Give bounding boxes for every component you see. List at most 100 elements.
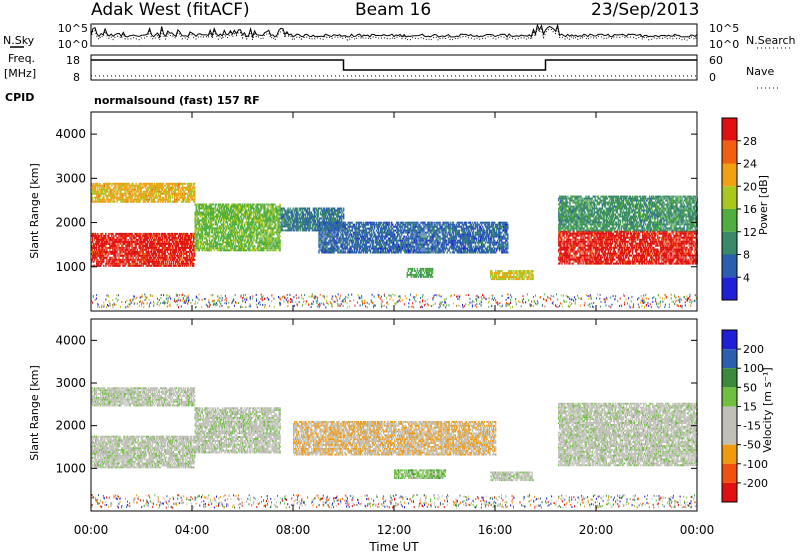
data-cell: [169, 237, 170, 239]
data-cell: [209, 231, 210, 233]
data-cell: [99, 197, 100, 199]
data-cell: [145, 241, 146, 243]
data-cell: [105, 233, 106, 235]
data-cell: [181, 251, 182, 253]
data-cell: [115, 249, 116, 251]
data-cell: [220, 229, 221, 231]
data-cell: [126, 185, 127, 187]
data-cell: [99, 247, 100, 249]
data-cell: [158, 193, 159, 195]
data-cell: [147, 197, 148, 199]
data-cell: [117, 237, 118, 239]
data-cell: [242, 225, 243, 227]
data-cell: [165, 201, 166, 203]
data-cell: [115, 185, 116, 187]
data-cell: [103, 259, 104, 261]
data-cell: [125, 193, 126, 195]
data-cell: [209, 233, 210, 235]
data-cell: [117, 255, 118, 257]
data-cell: [159, 189, 160, 191]
data-cell: [259, 227, 260, 229]
data-cell: [178, 243, 179, 245]
data-cell: [190, 249, 191, 251]
data-cell: [218, 214, 219, 216]
data-cell: [101, 263, 102, 265]
data-cell: [235, 235, 236, 237]
data-cell: [241, 216, 242, 218]
data-cell: [174, 255, 175, 257]
data-cell: [252, 206, 253, 208]
data-cell: [176, 251, 177, 253]
data-cell: [259, 231, 260, 233]
freq-label-2: [MHz]: [4, 67, 36, 80]
data-cell: [207, 241, 208, 243]
data-cell: [124, 243, 125, 245]
data-cell: [184, 191, 185, 193]
data-cell: [132, 183, 133, 185]
data-cell: [190, 239, 191, 241]
data-cell: [155, 251, 156, 253]
data-cell: [109, 187, 110, 189]
data-cell: [114, 195, 115, 197]
data-cell: [260, 233, 261, 235]
data-cell: [131, 255, 132, 257]
data-cell: [251, 214, 252, 216]
data-cell: [103, 197, 104, 199]
data-cell: [156, 255, 157, 257]
data-cell: [167, 257, 168, 259]
data-cell: [216, 221, 217, 223]
data-cell: [258, 247, 259, 249]
data-cell: [160, 237, 161, 239]
freq-right-tick-bottom: 0: [709, 71, 716, 84]
data-cell: [255, 249, 256, 251]
data-cell: [109, 249, 110, 251]
data-cell: [154, 199, 155, 201]
data-cell: [125, 195, 126, 197]
data-cell: [151, 239, 152, 241]
data-cell: [188, 265, 189, 267]
data-cell: [106, 257, 107, 259]
data-cell: [253, 233, 254, 235]
data-cell: [202, 225, 203, 227]
data-cell: [147, 191, 148, 193]
noise-right-tick-top: 10^5: [709, 22, 739, 35]
data-cell: [188, 263, 189, 265]
data-cell: [199, 206, 200, 208]
data-cell: [151, 233, 152, 235]
data-cell: [149, 253, 150, 255]
data-cell: [140, 245, 141, 247]
data-cell: [162, 241, 163, 243]
data-cell: [152, 183, 153, 185]
data-cell: [151, 251, 152, 253]
data-cell: [120, 251, 121, 253]
data-cell: [200, 245, 201, 247]
data-cell: [192, 261, 193, 263]
data-cell: [254, 225, 255, 227]
data-cell: [204, 245, 205, 247]
data-cell: [135, 245, 136, 247]
data-cell: [166, 189, 167, 191]
frequency-panel: 18 8 60 0: [66, 54, 723, 84]
data-cell: [221, 227, 222, 229]
data-cell: [148, 189, 149, 191]
data-cell: [173, 263, 174, 265]
data-cell: [203, 206, 204, 208]
data-cell: [113, 189, 114, 191]
data-cell: [116, 247, 117, 249]
data-cell: [137, 241, 138, 243]
data-cell: [176, 249, 177, 251]
data-cell: [249, 225, 250, 227]
nsearch-label: N.Search: [746, 34, 796, 47]
data-cell: [168, 259, 169, 261]
data-cell: [106, 239, 107, 241]
data-cell: [194, 195, 195, 197]
data-cell: [120, 243, 121, 245]
data-cell: [199, 221, 200, 223]
data-cell: [98, 243, 99, 245]
data-cell: [179, 185, 180, 187]
data-cell: [259, 221, 260, 223]
data-cell: [248, 220, 249, 222]
data-cell: [126, 247, 127, 249]
data-cell: [143, 247, 144, 249]
data-cell: [168, 199, 169, 201]
